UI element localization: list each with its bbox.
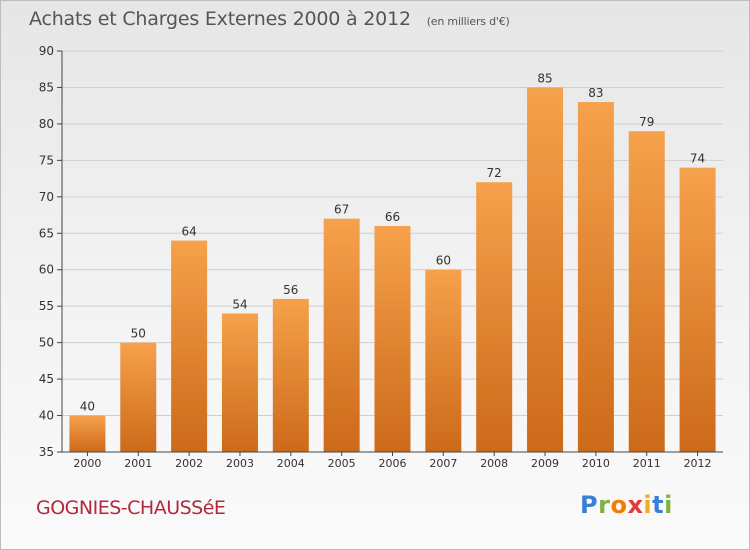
commune-name: GOGNIES-CHAUSSéE [36,497,226,519]
axes [57,50,723,456]
logo-letter: i [664,491,673,519]
bar-2004 [272,298,309,452]
logo-letter: o [610,491,628,519]
y-tick-label: 90 [39,44,54,58]
x-tick-label-2003: 2003 [226,457,254,470]
value-label-2007: 60 [436,254,451,268]
value-label-2000: 40 [80,400,95,414]
bar-2011 [628,131,665,452]
y-tick-label: 65 [39,226,54,240]
x-tick-label-2002: 2002 [175,457,203,470]
bar-2012 [679,167,716,452]
x-tick-label-2012: 2012 [684,457,712,470]
bar-2001 [120,342,157,452]
x-tick-label-2008: 2008 [480,457,508,470]
value-label-2004: 56 [283,283,298,297]
value-label-2012: 74 [690,152,705,166]
chart-title-text: Achats et Charges Externes 2000 à 2012 [29,8,411,30]
y-tick-label: 85 [39,80,54,94]
bar-2007 [425,269,462,452]
bar-2008 [476,182,513,452]
y-tick-label: 55 [39,299,54,313]
x-tick-label-2010: 2010 [582,457,610,470]
value-label-2005: 67 [334,203,349,217]
bar-2002 [171,240,208,452]
logo-letter: P [580,491,599,519]
y-tick-label: 70 [39,190,54,204]
x-tick-label-2006: 2006 [379,457,407,470]
y-tick-label: 75 [39,153,54,167]
chart-unit-label: (en milliers d'€) [426,15,510,28]
x-tick-label-2000: 2000 [73,457,101,470]
bars [69,87,716,453]
logo-letter: x [627,491,644,519]
logo-letter: t [652,491,665,519]
x-tick-label-2001: 2001 [124,457,152,470]
value-label-2003: 54 [232,297,247,311]
y-tick-label: 45 [39,372,54,386]
x-tick-label-2009: 2009 [531,457,559,470]
bar-2009 [527,87,564,453]
bar-2000 [69,415,106,452]
x-tick-label-2007: 2007 [429,457,457,470]
value-label-2011: 79 [639,115,654,129]
value-label-2001: 50 [131,327,146,341]
y-tick-label: 40 [39,409,54,423]
logo-letter: i [643,491,653,519]
proxiti-logo[interactable]: Proxiti [580,491,673,519]
x-tick-label-2005: 2005 [328,457,356,470]
bar-2006 [374,225,411,452]
bar-2003 [221,313,258,452]
value-label-2009: 85 [537,71,552,85]
y-tick-label: 35 [39,445,54,459]
labels: 35 40 45 50 55 60 65 70 75 80 85 90 40 2000 50 2001 64 20… [39,44,712,470]
bar-2005 [323,218,360,452]
value-label-2002: 64 [181,225,196,239]
bar-2010 [577,102,614,452]
value-label-2006: 66 [385,210,400,224]
value-label-2008: 72 [487,166,502,180]
chart-title: Achats et Charges Externes 2000 à 2012 (… [29,8,510,30]
y-tick-label: 50 [39,336,54,350]
y-tick-label: 60 [39,263,54,277]
y-tick-label: 80 [39,117,54,131]
x-tick-label-2011: 2011 [633,457,661,470]
value-label-2010: 83 [588,86,603,100]
x-tick-label-2004: 2004 [277,457,305,470]
logo-letter: r [598,491,611,519]
